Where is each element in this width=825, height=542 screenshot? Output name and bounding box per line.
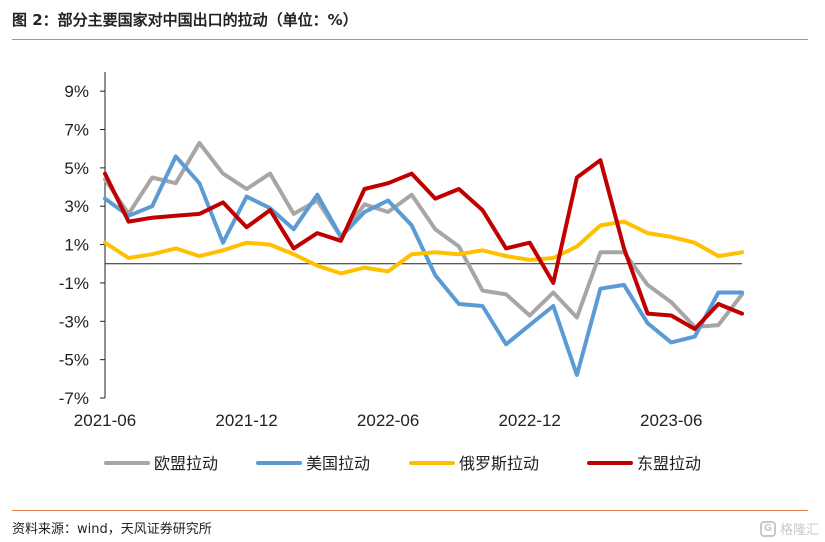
series-line-东盟拉动	[103, 158, 744, 331]
watermark: G 格隆汇	[759, 519, 819, 538]
y-tick-label: 5%	[64, 159, 89, 178]
line-chart: 9%7%5%3%1%-1%-3%-5%-7% 2021-06 2021-12 202…	[59, 72, 744, 473]
series-layer	[103, 141, 744, 377]
series-line-美国拉动	[103, 154, 744, 377]
y-tick-label: 1%	[64, 236, 89, 255]
y-axis: 9% 7% 5% 3% 1% -1% -3% -5% -7%	[59, 72, 106, 408]
legend-label: 欧盟拉动	[154, 454, 218, 473]
series-line-俄罗斯拉动	[103, 219, 744, 276]
x-tick-label: 2022-06	[357, 411, 419, 430]
source-note: 资料来源：wind，天风证券研究所	[12, 522, 212, 537]
legend-label: 美国拉动	[306, 454, 370, 473]
x-tick-label: 2021-12	[215, 411, 277, 430]
x-tick-label: 2021-06	[74, 411, 136, 430]
legend-label: 东盟拉动	[637, 454, 701, 473]
x-tick-label: 2023-06	[640, 411, 702, 430]
series-line-欧盟拉动	[103, 141, 744, 329]
legend: 欧盟拉动 美国拉动 俄罗斯拉动 东盟拉动	[104, 454, 701, 473]
title-divider	[12, 39, 808, 40]
y-tick-label: -1%	[59, 274, 89, 293]
y-tick-label: 9%	[64, 82, 89, 101]
chart-title: 图 2：部分主要国家对中国出口的拉动（单位：%）	[12, 11, 358, 29]
y-tick-label: -5%	[59, 351, 89, 370]
y-tick-label: -3%	[59, 312, 89, 331]
legend-label: 俄罗斯拉动	[459, 454, 539, 473]
y-tick-label: 3%	[64, 197, 89, 216]
watermark-text: 格隆汇	[779, 523, 819, 538]
x-axis: 2021-06 2021-12 2022-06 2022-12 2023-06	[74, 263, 742, 430]
y-tick-label: 7%	[64, 121, 89, 140]
y-tick-label: -7%	[59, 389, 89, 408]
x-tick-label: 2022-12	[498, 411, 560, 430]
watermark-logo-icon: G	[759, 520, 776, 537]
footer-divider	[12, 510, 808, 511]
